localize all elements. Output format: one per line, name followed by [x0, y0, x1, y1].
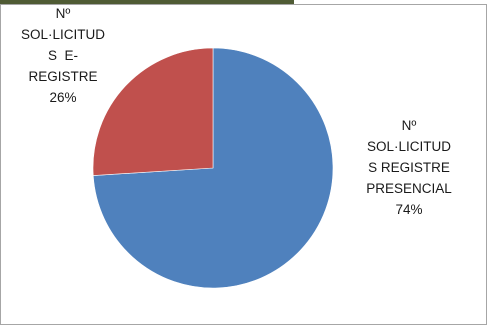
slice-1-percent-label: 26%	[49, 90, 76, 105]
slice-0-name-label: S REGISTRE	[368, 160, 450, 175]
slice-0-name-label: SOL·LICITUD	[367, 139, 451, 154]
top-edge-strip	[0, 0, 294, 4]
pie-slice-1	[92, 47, 214, 176]
slice-0-name-label: PRESENCIAL	[366, 181, 452, 196]
slice-0-percent-label: 74%	[395, 202, 422, 217]
slice-1-name-label: S E-	[48, 48, 78, 63]
slice-0-name-label: Nº	[402, 118, 417, 133]
slice-1-name-label: Nº	[56, 6, 71, 21]
slice-1-name-label: REGISTRE	[28, 69, 97, 84]
slice-1-name-label: SOL·LICITUD	[21, 27, 105, 42]
